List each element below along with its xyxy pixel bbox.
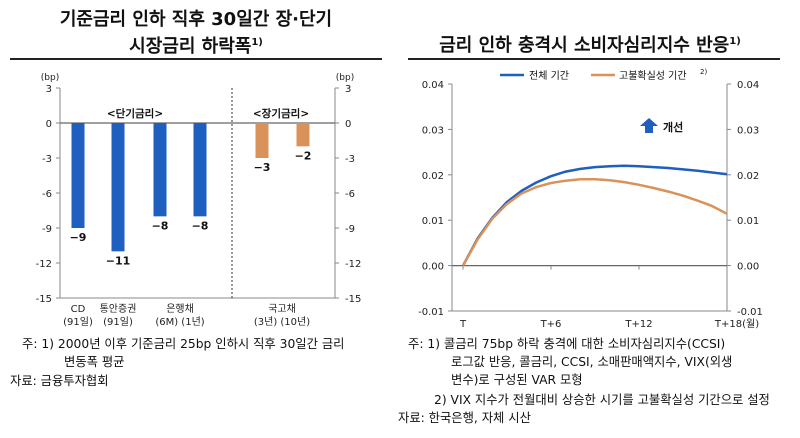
right-note-1a: 주: 1) 콜금리 75bp 하락 충격에 대한 소비자심리지수(CCSI) — [408, 337, 726, 351]
left-category-sublabel: (91일) — [103, 316, 133, 328]
right-chart-title: 금리 인하 충격시 소비자심리지수 반응1) — [400, 30, 780, 57]
left-y-tick-label: -3 — [42, 154, 52, 165]
right-y-tick-label: 0.00 — [422, 262, 444, 273]
right-y-tick-label: 0.02 — [422, 171, 444, 182]
right-y-tick-label-right: 0.00 — [737, 262, 759, 273]
left-title-line1: 기준금리 인하 직후 30일간 장·단기 — [59, 9, 333, 30]
right-note-1c: 변수)로 구성된 VAR 모형 — [451, 373, 583, 387]
left-y-tick-label: -6 — [42, 189, 52, 200]
left-title-line2: 시장금리 하락폭 — [129, 36, 252, 57]
right-x-tick-label: T+18(월) — [714, 318, 759, 330]
right-improve-label: 개선 — [663, 120, 683, 134]
right-x-tick-label: T+6 — [540, 319, 562, 330]
left-category-label: 통안증권 — [100, 303, 137, 315]
left-y-tick-label: -12 — [36, 259, 52, 270]
left-bar — [296, 123, 310, 147]
right-legend-label: 고불확실성 기간 — [619, 70, 687, 82]
right-title-sup: 1) — [729, 36, 741, 47]
left-y-tick-label: -9 — [42, 224, 52, 235]
left-y-tick-label-right: 0 — [345, 119, 351, 130]
left-y-tick-label-right: -9 — [345, 224, 355, 235]
right-series-line — [461, 164, 728, 267]
right-note-1b: 로그값 반응, 콜금리, CCSI, 소매판매액지수, VIX(외생 — [451, 355, 733, 369]
left-bar — [153, 123, 167, 217]
right-y-tick-label-right: 0.04 — [737, 80, 759, 91]
left-y-tick-label-right: -12 — [345, 259, 361, 270]
left-bar-value-label: −8 — [152, 219, 169, 232]
left-category-label: 국고채 — [268, 303, 296, 315]
left-title-sup: 1) — [251, 37, 263, 48]
left-category-sublabel: (3년) (10년) — [254, 316, 310, 328]
left-bar-value-label: −2 — [295, 149, 312, 162]
right-series-line — [461, 178, 728, 267]
left-chart-title: 기준금리 인하 직후 30일간 장·단기 시장금리 하락폭1) — [10, 8, 382, 58]
left-bar-value-label: −8 — [192, 219, 209, 232]
left-category-label: CD — [71, 304, 86, 315]
left-y-tick-label-right: -15 — [345, 294, 361, 305]
right-x-tick-label: T+12 — [624, 319, 652, 330]
left-category-label: 은행채 — [166, 303, 194, 315]
left-y-tick-label-right: -6 — [345, 189, 355, 200]
right-y-tick-label: -0.01 — [418, 307, 444, 318]
left-bar-value-label: −11 — [106, 254, 131, 267]
right-legend-label: 전체 기간 — [529, 70, 569, 82]
right-y-tick-label-right: 0.03 — [737, 125, 759, 136]
left-group-label-long: <장기금리> — [253, 107, 309, 120]
left-unit-label: (bp) — [41, 73, 59, 83]
right-y-tick-label-right: -0.01 — [737, 307, 763, 318]
right-y-tick-label-right: 0.02 — [737, 171, 759, 182]
left-bar — [111, 123, 125, 252]
left-category-sublabel: (91일) — [63, 316, 93, 328]
right-source: 자료: 한국은행, 자체 시산 — [398, 411, 531, 425]
left-unit-label-right: (bp) — [336, 73, 354, 83]
right-title-underline — [408, 58, 780, 60]
right-y-tick-label: 0.01 — [422, 216, 444, 227]
right-note-2: 2) VIX 지수가 전월대비 상승한 시기를 고불확실성 기간으로 설정 — [434, 393, 770, 407]
left-note-1b: 변동폭 평균 — [64, 355, 125, 369]
left-bar — [193, 123, 207, 217]
left-title-underline — [10, 58, 382, 60]
left-source: 자료: 금융투자협회 — [10, 374, 109, 388]
left-bar — [71, 123, 85, 228]
left-y-tick-label-right: 3 — [345, 84, 351, 95]
up-arrow-icon — [640, 118, 658, 133]
right-legend-sup: 2) — [700, 68, 707, 76]
right-y-tick-label: 0.03 — [422, 125, 444, 136]
left-bar-value-label: −9 — [70, 231, 87, 244]
left-bar — [255, 123, 269, 158]
left-bar-value-label: −3 — [254, 161, 271, 174]
left-category-sublabel: (6M) (1년) — [155, 316, 204, 328]
right-title-text: 금리 인하 충격시 소비자심리지수 반응 — [439, 35, 730, 56]
left-y-tick-label: -15 — [36, 294, 52, 305]
left-y-tick-label-right: -3 — [345, 154, 355, 165]
right-y-tick-label-right: 0.01 — [737, 216, 759, 227]
right-y-tick-label: 0.04 — [422, 80, 444, 91]
right-x-tick-label: T — [459, 319, 467, 330]
left-y-tick-label: 3 — [46, 84, 52, 95]
left-note-1a: 주: 1) 2000년 이후 기준금리 25bp 인하시 직후 30일간 금리 — [22, 337, 345, 351]
left-y-tick-label: 0 — [46, 119, 52, 130]
left-title-line2-wrap: 시장금리 하락폭1) — [10, 31, 382, 58]
left-group-label-short: <단기금리> — [107, 107, 163, 120]
